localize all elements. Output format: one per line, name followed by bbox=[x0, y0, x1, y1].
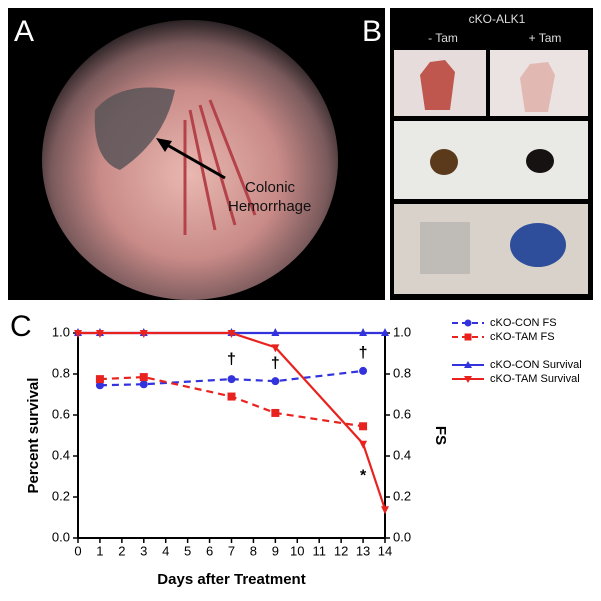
x-tick-label: 11 bbox=[312, 543, 326, 558]
marker bbox=[271, 408, 280, 417]
marker bbox=[139, 330, 148, 338]
x-tick-label: 9 bbox=[272, 543, 279, 558]
y-tick-label: 0.0 bbox=[52, 529, 70, 544]
column-label: + Tam bbox=[529, 31, 562, 45]
marker bbox=[227, 330, 236, 338]
stool bbox=[430, 149, 458, 175]
marker bbox=[359, 422, 368, 431]
x-tick-label: 10 bbox=[290, 543, 304, 558]
annotation: * bbox=[360, 468, 367, 485]
panel-label: C bbox=[10, 310, 32, 343]
annotation: † bbox=[227, 351, 236, 368]
legend-label: cKO-TAM FS bbox=[490, 331, 555, 343]
x-axis-label: Days after Treatment bbox=[157, 571, 305, 588]
marker bbox=[381, 506, 389, 515]
y-tick-label: 0.6 bbox=[52, 406, 70, 421]
marker bbox=[139, 373, 148, 382]
x-tick-label: 13 bbox=[356, 543, 370, 558]
marker bbox=[271, 344, 280, 353]
arrow-head bbox=[156, 138, 172, 152]
x-tick-label: 2 bbox=[118, 543, 125, 558]
y2-tick-label: 0.0 bbox=[393, 529, 411, 544]
marker bbox=[139, 380, 148, 389]
legend-marker bbox=[464, 333, 472, 341]
y-tick-label: 0.4 bbox=[52, 447, 70, 462]
photo-annotation: Colonic Hemorrhage bbox=[228, 179, 311, 215]
card-stain bbox=[510, 223, 566, 267]
y2-tick-label: 1.0 bbox=[393, 324, 411, 339]
y2-tick-label: 0.2 bbox=[393, 488, 411, 503]
panel-label: B bbox=[362, 15, 382, 48]
paw bbox=[520, 62, 555, 112]
stool bbox=[526, 149, 554, 173]
marker bbox=[74, 330, 82, 338]
legend-marker bbox=[464, 376, 472, 383]
photo-tissue bbox=[42, 20, 338, 300]
legend-marker bbox=[464, 319, 472, 327]
paw bbox=[420, 60, 455, 110]
photo-title: cKO-ALK1 bbox=[469, 12, 526, 26]
annotation: † bbox=[271, 355, 280, 372]
marker bbox=[359, 328, 368, 336]
marker bbox=[359, 366, 368, 375]
y2-axis-label: FS bbox=[432, 426, 449, 445]
legend-label: cKO-CON FS bbox=[490, 317, 557, 329]
x-tick-label: 6 bbox=[206, 543, 213, 558]
y-tick-label: 0.2 bbox=[52, 488, 70, 503]
marker bbox=[95, 375, 104, 384]
y-axis-label: Percent survival bbox=[25, 378, 42, 494]
legend-label: cKO-CON Survival bbox=[490, 359, 582, 371]
hemorrhage bbox=[94, 87, 175, 170]
x-tick-label: 8 bbox=[250, 543, 257, 558]
x-tick-label: 5 bbox=[184, 543, 191, 558]
marker bbox=[95, 381, 104, 390]
x-tick-label: 14 bbox=[378, 543, 392, 558]
marker bbox=[95, 330, 104, 338]
legend-label: cKO-TAM Survival bbox=[490, 373, 580, 385]
x-tick-label: 3 bbox=[140, 543, 147, 558]
marker bbox=[271, 377, 280, 386]
x-tick-label: 0 bbox=[74, 543, 81, 558]
marker bbox=[381, 328, 389, 336]
x-tick-label: 1 bbox=[96, 543, 103, 558]
panel-label: A bbox=[14, 15, 34, 48]
marker bbox=[227, 375, 236, 384]
series-line bbox=[99, 369, 364, 387]
x-tick-label: 4 bbox=[162, 543, 169, 558]
stool-photo bbox=[394, 121, 588, 199]
arrow bbox=[161, 140, 226, 180]
annotation: † bbox=[359, 345, 368, 362]
marker bbox=[271, 328, 280, 336]
y2-tick-label: 0.4 bbox=[393, 447, 411, 462]
x-tick-label: 12 bbox=[334, 543, 348, 558]
card bbox=[420, 222, 470, 274]
column-label: - Tam bbox=[428, 31, 458, 45]
marker bbox=[359, 440, 368, 449]
vessels bbox=[183, 99, 257, 235]
x-tick-label: 7 bbox=[228, 543, 235, 558]
y2-tick-label: 0.6 bbox=[393, 406, 411, 421]
y-tick-label: 0.8 bbox=[52, 365, 70, 380]
marker bbox=[227, 392, 236, 401]
legend-marker bbox=[464, 361, 472, 368]
y2-tick-label: 0.8 bbox=[393, 365, 411, 380]
y-tick-label: 1.0 bbox=[52, 324, 70, 339]
